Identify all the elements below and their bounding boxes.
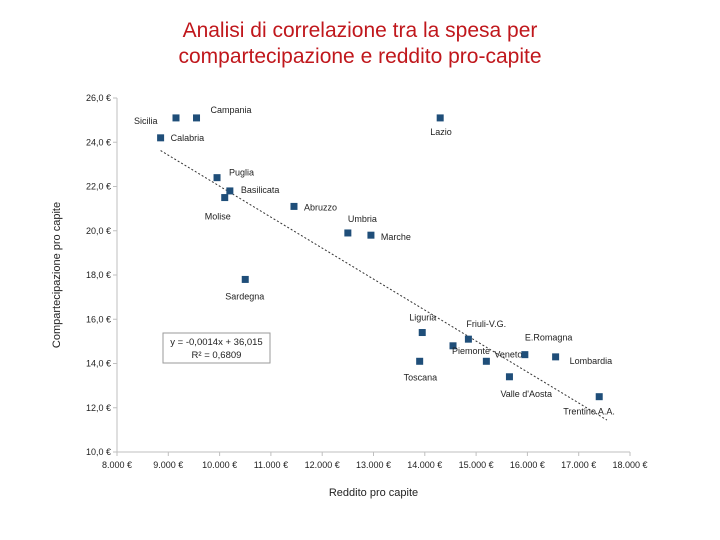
y-tick-label: 26,0 €: [86, 93, 111, 103]
x-tick-label: 10.000 €: [202, 460, 237, 470]
x-axis-label: Reddito pro capite: [329, 487, 418, 499]
data-point-friuli-v-g: [464, 335, 472, 343]
data-point-sardegna: [241, 275, 249, 283]
chart-title-line-2: compartecipazione e reddito pro-capite: [178, 45, 542, 68]
data-point-puglia: [213, 174, 221, 182]
x-tick-label: 12.000 €: [305, 460, 340, 470]
y-tick-label: 24,0 €: [86, 137, 111, 147]
y-tick-label: 22,0 €: [86, 182, 111, 192]
chart-title: Analisi di correlazione tra la spesa per…: [80, 18, 640, 70]
point-label-veneto: Veneto: [494, 349, 522, 359]
point-label-sicilia: Sicilia: [134, 116, 158, 126]
point-label-liguria: Liguria: [409, 313, 436, 323]
data-point-lazio: [436, 114, 444, 122]
point-label-e-romagna: E.Romagna: [525, 333, 573, 343]
point-label-friuli-v-g: Friuli-V.G.: [466, 319, 506, 329]
chart-title-line-1: Analisi di correlazione tra la spesa per: [182, 19, 538, 42]
point-label-marche: Marche: [381, 232, 411, 242]
point-label-campania: Campania: [211, 105, 252, 115]
point-label-calabria: Calabria: [171, 133, 205, 143]
data-point-veneto: [482, 357, 490, 365]
data-point-abruzzo: [290, 202, 298, 210]
data-point-sicilia: [172, 114, 180, 122]
data-point-toscana: [416, 357, 424, 365]
data-point-e-romagna: [521, 351, 529, 359]
data-point-lombardia: [552, 353, 560, 361]
data-point-calabria: [157, 134, 165, 142]
point-label-abruzzo: Abruzzo: [304, 202, 337, 212]
x-tick-label: 15.000 €: [459, 460, 494, 470]
point-label-piemonte: Piemonte: [452, 346, 490, 356]
y-tick-label: 10,0 €: [86, 447, 111, 457]
y-axis-label: Compartecipazione pro capite: [51, 202, 63, 348]
point-label-sardegna: Sardegna: [225, 291, 264, 301]
data-point-campania: [193, 114, 201, 122]
x-tick-label: 14.000 €: [407, 460, 442, 470]
y-tick-label: 16,0 €: [86, 314, 111, 324]
data-point-trentino-a-a: [595, 393, 603, 401]
data-point-basilicata: [226, 187, 234, 195]
point-label-trentino-a-a: Trentino A.A.: [563, 407, 615, 417]
x-tick-label: 16.000 €: [510, 460, 545, 470]
x-tick-label: 18.000 €: [612, 460, 647, 470]
x-tick-label: 17.000 €: [561, 460, 596, 470]
data-point-valle-d-aosta: [505, 373, 513, 381]
trendline: [160, 150, 608, 421]
x-tick-label: 13.000 €: [356, 460, 391, 470]
point-label-lazio: Lazio: [430, 127, 452, 137]
y-tick-label: 20,0 €: [86, 226, 111, 236]
data-point-piemonte: [449, 342, 457, 350]
data-point-liguria: [418, 329, 426, 337]
x-tick-label: 11.000 €: [254, 460, 288, 470]
point-label-umbria: Umbria: [348, 214, 377, 224]
x-tick-label: 9.000 €: [153, 460, 183, 470]
point-label-toscana: Toscana: [404, 372, 438, 382]
point-label-puglia: Puglia: [229, 168, 254, 178]
trend-equation: y = -0,0014x + 36,015: [170, 337, 262, 348]
equation-box: [162, 332, 271, 364]
data-point-umbria: [344, 229, 352, 237]
data-point-molise: [221, 194, 229, 202]
y-tick-label: 18,0 €: [86, 270, 111, 280]
y-tick-label: 12,0 €: [86, 403, 111, 413]
r-squared-label: R² = 0,6809: [192, 350, 242, 361]
point-label-molise: Molise: [205, 212, 231, 222]
point-label-lombardia: Lombardia: [570, 356, 613, 366]
point-label-valle-d-aosta: Valle d'Aosta: [500, 389, 552, 399]
x-tick-label: 8.000 €: [102, 460, 132, 470]
y-tick-label: 14,0 €: [86, 359, 111, 369]
point-label-basilicata: Basilicata: [241, 185, 280, 195]
data-point-marche: [367, 231, 375, 239]
